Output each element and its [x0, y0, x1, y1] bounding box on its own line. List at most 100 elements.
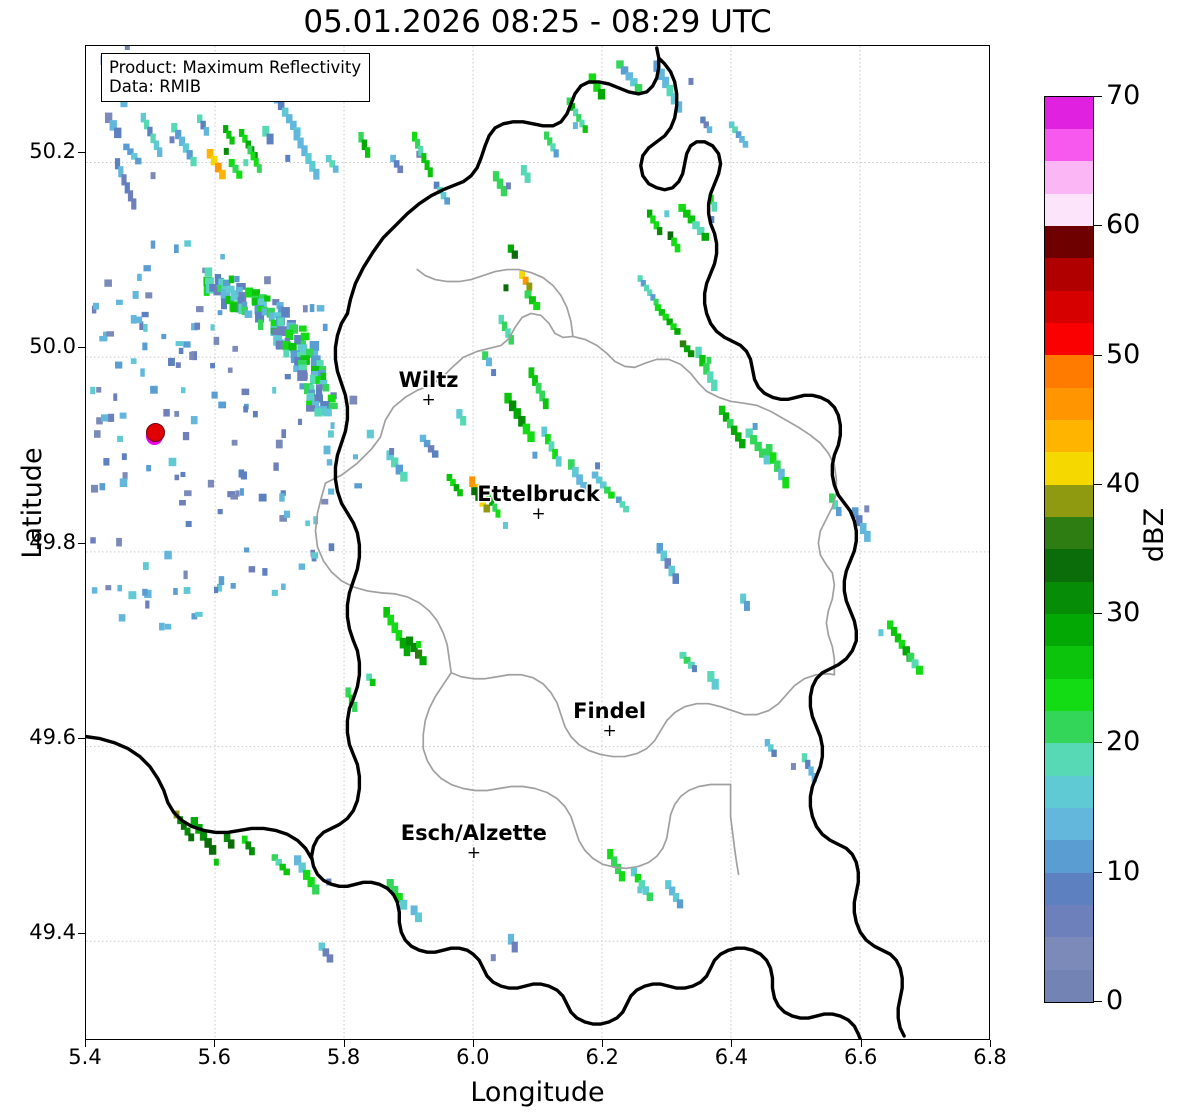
radar-echo-cell [643, 284, 650, 292]
radar-clutter-cell [244, 310, 253, 318]
radar-clutter-cell [328, 488, 335, 495]
radar-clutter-cell [236, 283, 246, 290]
x-axis-label: Longitude [470, 1077, 605, 1108]
radar-echo-cell [305, 153, 312, 164]
radar-clutter-cell [306, 348, 314, 358]
radar-clutter-cell [309, 304, 315, 313]
radar-clutter-cell [132, 291, 139, 299]
longitude-tick-label: 6.0 [456, 1045, 490, 1069]
product-info-box: Product: Maximum Reflectivity Data: RMIB [101, 53, 371, 102]
radar-echo-cell [687, 215, 696, 224]
radar-echo-cell [418, 145, 424, 156]
city-label-esch-alzette: Esch/Alzette + [401, 822, 547, 862]
radar-echo-cell [238, 128, 245, 137]
radar-echo-cell [483, 504, 491, 513]
radar-echo-cell [444, 197, 450, 205]
radar-clutter-cell [128, 591, 137, 600]
map-plot-area[interactable]: Product: Maximum Reflectivity Data: RMIB… [85, 45, 990, 1040]
radar-echo-cell [664, 210, 670, 218]
radar-echo-cell [475, 492, 482, 501]
radar-clutter-cell [252, 297, 261, 306]
city-marker-icon: + [602, 721, 617, 742]
radar-clutter-cell [277, 317, 284, 329]
longitude-tick-label: 5.6 [197, 1045, 231, 1069]
radar-echo-cell [150, 172, 156, 180]
radar-echo-cell [618, 871, 626, 882]
radar-site-marker[interactable] [145, 423, 165, 443]
radar-echo-cell [687, 350, 695, 358]
radar-echo-cell [200, 120, 206, 130]
radar-clutter-cell [99, 483, 106, 491]
radar-echo-cell [683, 209, 691, 218]
radar-clutter-cell [180, 387, 186, 394]
radar-clutter-cell [308, 389, 315, 397]
radar-clutter-cell [174, 410, 180, 417]
radar-clutter-cell [328, 402, 338, 410]
radar-clutter-cell [90, 537, 96, 544]
colorbar-band [1045, 549, 1093, 582]
radar-echo-cell [169, 136, 175, 144]
radar-echo-cell [326, 954, 334, 963]
radar-clutter-cell [320, 401, 330, 410]
longitude-tick-mark [343, 1040, 345, 1047]
colorbar-tick-mark [1093, 871, 1102, 873]
radar-echo-cell [662, 313, 669, 321]
colorbar-tick-label: 10 [1106, 855, 1141, 887]
radar-clutter-cell [326, 459, 333, 466]
radar-clutter-cell [232, 345, 238, 352]
radar-echo-cell [687, 661, 695, 669]
radar-echo-cell [180, 821, 187, 830]
radar-clutter-cell [322, 384, 330, 392]
radar-echo-cell [688, 77, 694, 85]
colorbar-band [1045, 452, 1093, 485]
radar-echo-cell [580, 481, 587, 493]
radar-clutter-cell [222, 280, 231, 287]
radar-clutter-cell [323, 445, 331, 455]
radar-clutter-cell [248, 566, 256, 573]
product-line: Product: Maximum Reflectivity [109, 58, 362, 77]
radar-echo-cell [312, 884, 320, 895]
radar-echo-cell [294, 855, 302, 866]
radar-echo-cell [414, 912, 422, 923]
radar-echo-cell [364, 147, 371, 158]
radar-echo-cell [637, 275, 643, 282]
radar-echo-cell [668, 565, 675, 577]
radar-echo-cell [522, 276, 529, 285]
radar-echo-cell [701, 232, 710, 241]
radar-clutter-cell [272, 299, 280, 306]
radar-echo-cell [511, 941, 518, 953]
radar-echo-cell [887, 620, 894, 630]
map-canvas [86, 46, 989, 1039]
radar-clutter-cell [218, 576, 225, 586]
radar-echo-cell [457, 489, 463, 497]
radar-clutter-cell [305, 520, 310, 527]
radar-echo-cell [203, 127, 210, 136]
radar-clutter-cell [315, 384, 323, 391]
radar-echo-cell [415, 138, 421, 149]
radar-clutter-cell [168, 457, 177, 467]
radar-clutter-cell [311, 355, 321, 365]
radar-clutter-cell [115, 299, 123, 305]
radar-echo-cell [389, 447, 395, 455]
radar-clutter-cell [281, 429, 287, 439]
radar-echo-cell [634, 873, 642, 883]
radar-echo-cell [572, 466, 579, 478]
radar-clutter-cell [327, 430, 334, 438]
colorbar[interactable] [1044, 96, 1094, 1003]
radar-clutter-cell [279, 515, 287, 522]
radar-echo-cell [150, 133, 156, 144]
radar-echo-cell [894, 633, 902, 643]
radar-echo-cell [653, 221, 660, 230]
radar-echo-cell [662, 76, 670, 89]
radar-echo-cell [676, 899, 684, 909]
radar-echo-cell [453, 484, 460, 492]
radar-echo-cell [245, 841, 252, 850]
radar-echo-cell [104, 112, 113, 124]
radar-echo-cell [153, 140, 160, 151]
city-marker-icon: + [531, 503, 546, 524]
radar-echo-cell [486, 491, 492, 500]
radar-echo-cell [213, 858, 219, 866]
radar-echo-cell [671, 237, 677, 247]
radar-echo-cell [427, 445, 435, 453]
radar-echo-cell [790, 762, 796, 770]
